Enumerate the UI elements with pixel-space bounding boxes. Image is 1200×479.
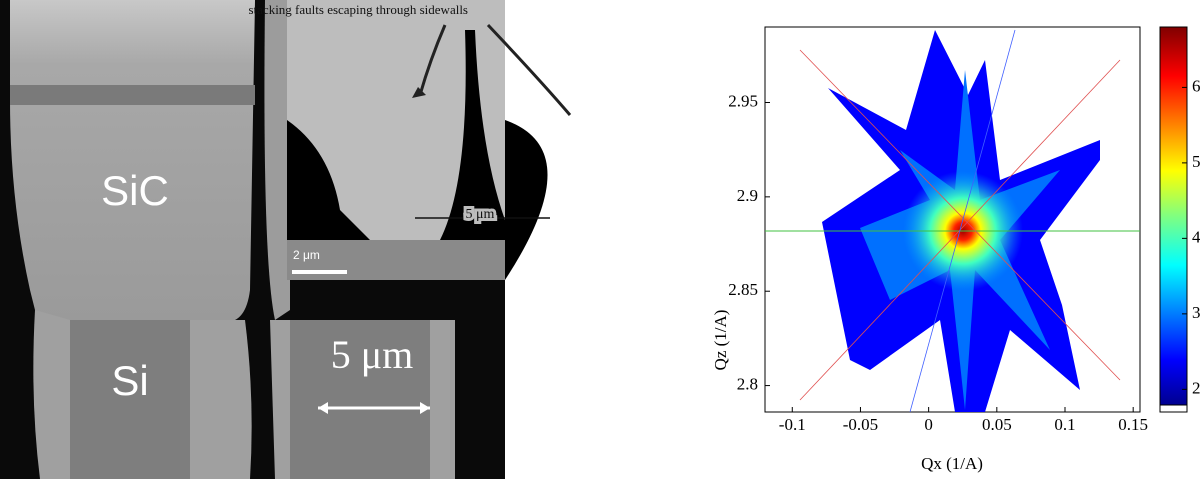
si-label: Si (111, 357, 148, 404)
colorbar-tick-label: 2 (1192, 378, 1200, 397)
width-label: 5 μm (331, 332, 414, 377)
x-tick-label: 0.1 (1054, 415, 1075, 434)
inset-caption: stacking faults escaping through sidewal… (248, 2, 468, 17)
y-tick-label: 2.95 (728, 91, 758, 110)
x-axis-label: Qx (1/A) (921, 454, 983, 473)
x-tick-label: -0.05 (843, 415, 878, 434)
y-tick-label: 2.85 (728, 280, 758, 299)
x-tick-label: 0 (924, 415, 933, 434)
plot (764, 26, 1188, 413)
x-tick-label: 0.15 (1118, 415, 1148, 434)
axes: Qx (1/A) Qz (1/A) -0.1 -0.05 0 0.05 0.1 0.15 2… (711, 76, 1200, 473)
colorbar-tick-label: 3 (1192, 303, 1200, 322)
y-tick-label: 2.8 (737, 374, 758, 393)
y-axis-label: Qz (1/A) (711, 310, 730, 371)
inset-width-label: 5 μm (466, 207, 495, 222)
colorbar-tick-label: 4 (1192, 227, 1200, 246)
x-tick-label: -0.1 (779, 415, 806, 434)
sem-image: SiC Si 5 μm stacking faults escaping thr… (0, 0, 572, 479)
colorbar-tick-label: 5 (1192, 152, 1200, 171)
colorbar-tick-label: 6 (1192, 76, 1200, 95)
x-tick-label: 0.05 (982, 415, 1012, 434)
scale-bar-label: 2 μm (293, 248, 320, 262)
sic-label: SiC (101, 167, 169, 214)
y-tick-label: 2.9 (737, 186, 758, 205)
